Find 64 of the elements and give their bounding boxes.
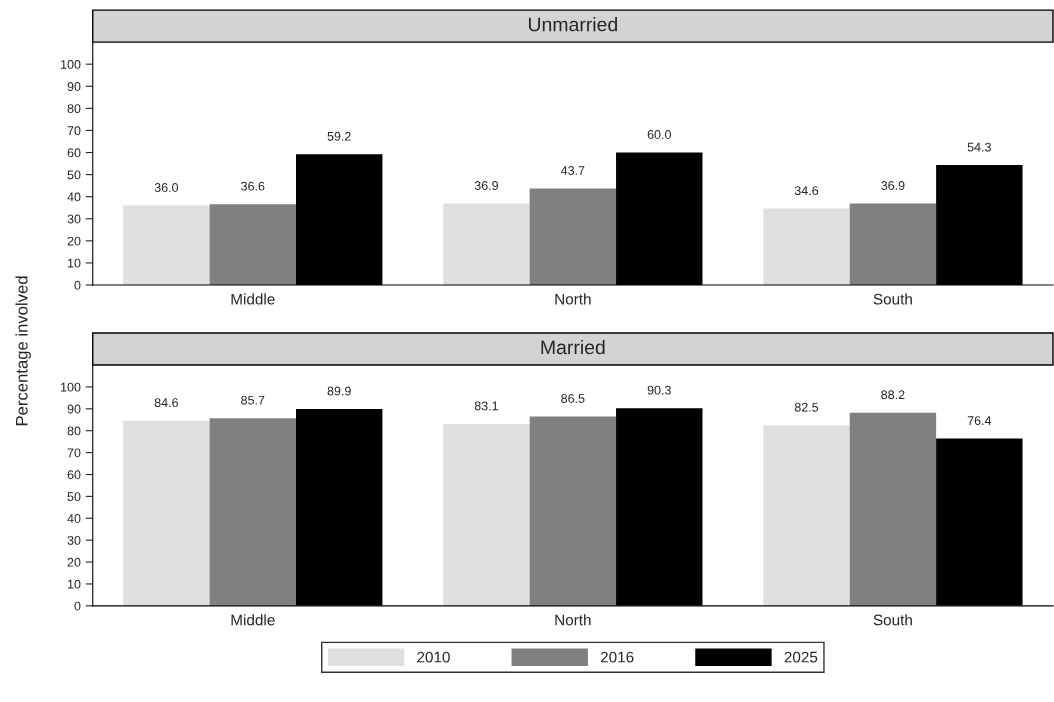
bar [209,204,296,286]
y-tick-label: 50 [67,170,81,180]
y-tick-label: 80 [67,426,81,436]
data-label: 84.6 [154,398,178,408]
x-tick-label: South [873,614,912,626]
data-label: 36.9 [474,181,498,190]
x-tick-label: North [555,614,591,626]
y-tick-label: 100 [61,60,81,69]
bar [763,425,850,606]
data-label: 36.0 [154,183,179,192]
chart-title: Unmarried [528,17,617,32]
data-label: 43.7 [560,166,585,175]
data-label: 83.1 [474,401,498,411]
y-tick-label: 10 [68,579,81,589]
bar [123,205,210,286]
data-label: 54.3 [967,142,991,152]
data-label: 82.5 [794,402,819,412]
data-label: 34.6 [794,186,819,196]
y-tick-label: 20 [67,557,81,567]
data-label: 36.6 [241,181,265,191]
legend-label: 2010 [417,651,450,663]
chart-title: Married [541,339,605,355]
legend-label: 2025 [784,651,818,663]
y-tick-label: 40 [67,514,81,523]
data-label: 88.2 [881,390,905,400]
y-tick-label: 0 [74,280,81,290]
y-tick-label: 60 [67,470,81,480]
x-tick-label: Middle [231,293,275,305]
y-tick-label: 30 [67,535,81,545]
y-tick-label: 100 [61,382,81,392]
y-axis-title: Percentage involved [15,276,31,426]
x-tick-label: North [555,293,591,305]
bar [123,420,210,606]
legend-label: 2016 [600,651,634,663]
y-tick-label: 70 [67,126,81,136]
bar [763,208,850,286]
y-tick-label: 40 [67,192,81,202]
x-tick-label: South [873,293,912,305]
y-tick-label: 90 [67,82,81,91]
y-tick-label: 20 [67,236,81,246]
y-tick-label: 0 [74,601,81,611]
y-tick-label: 30 [67,214,81,224]
y-tick-label: 60 [67,148,81,158]
data-label: 76.4 [967,416,992,426]
bar [529,416,617,606]
y-tick-label: 50 [67,492,81,502]
data-label: 89.9 [327,386,351,396]
bar [529,188,617,286]
data-label: 85.7 [241,395,265,405]
bar [849,203,937,286]
data-label: 36.9 [881,181,905,190]
data-label: 90.3 [647,385,671,395]
y-tick-label: 90 [67,404,81,414]
y-tick-label: 70 [67,448,81,458]
data-label: 60.0 [647,130,671,139]
bar [443,203,530,286]
y-tick-label: 80 [67,104,81,114]
y-tick-label: 10 [68,258,81,268]
data-label: 59.2 [327,131,351,141]
data-label: 86.5 [561,394,585,403]
bar [443,423,530,606]
x-tick-label: Middle [231,614,275,626]
bar [849,412,937,606]
bar [209,418,296,606]
